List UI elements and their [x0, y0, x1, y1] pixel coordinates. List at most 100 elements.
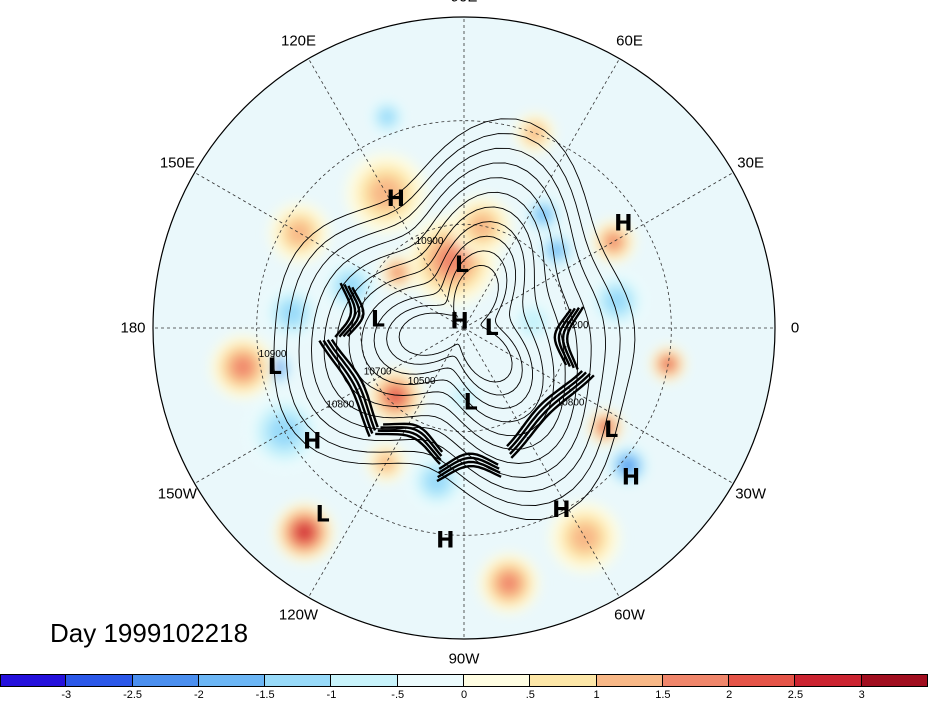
jet-contour — [437, 460, 501, 479]
colorbar-label: -2.5 — [123, 689, 143, 701]
meridian-line — [194, 327, 465, 484]
jet-contour — [342, 285, 361, 338]
anomaly-blob — [232, 356, 254, 378]
longitude-label: 180 — [120, 319, 146, 337]
height-contour — [361, 221, 544, 423]
low-pressure-label: L — [464, 391, 478, 416]
height-contour — [285, 133, 621, 506]
contour-label: 10800 — [557, 398, 585, 409]
longitude-label: 60W — [614, 606, 645, 624]
longitude-label: 60E — [616, 32, 643, 50]
colorbar-box — [66, 674, 133, 687]
anomaly-blob — [286, 220, 313, 246]
colorbar-label: 1 — [593, 689, 600, 701]
height-contours — [273, 118, 636, 520]
longitude-label: 150W — [157, 485, 197, 502]
longitude-label: 0 — [790, 319, 800, 337]
jet-contour — [330, 338, 379, 428]
colorbar-box — [530, 674, 597, 687]
meridian-line — [308, 327, 465, 598]
height-contour — [323, 177, 578, 464]
latitude-circle — [256, 120, 672, 536]
height-contour — [311, 162, 592, 478]
jet-contour — [346, 286, 365, 337]
anomaly-blob — [391, 266, 404, 279]
contour-label: 10800 — [326, 399, 354, 410]
low-pressure-label: L — [268, 355, 282, 380]
colorbar-label: .5 — [525, 689, 535, 701]
anomaly-blob — [499, 573, 520, 594]
colorbar-frame — [0, 674, 928, 687]
low-pressure-label: L — [604, 418, 618, 443]
longitude-label: 30E — [737, 154, 764, 171]
longitude-label: 90E — [451, 0, 478, 6]
anomaly-blob — [517, 306, 548, 337]
jet-contour — [506, 370, 584, 448]
meridian-line — [463, 327, 734, 484]
longitude-label: 120W — [278, 606, 319, 624]
colorbar: -3 -2.5 -2 -1.5 -1 -.5 0 .5 1 1.5 2 2.5 3 — [0, 674, 928, 702]
colorbar-label: -1 — [326, 689, 337, 701]
high-pressure-label: H — [614, 211, 632, 236]
jet-contour — [510, 374, 595, 459]
anomaly-blob — [436, 244, 467, 275]
anomaly-blob — [387, 388, 404, 405]
contour-label: 10200 — [561, 320, 589, 331]
contour-label: 10700 — [364, 367, 392, 378]
longitude-label: 120E — [280, 32, 317, 50]
height-contour — [373, 235, 533, 409]
colorbar-box — [0, 674, 67, 687]
meridian-line — [308, 58, 465, 329]
anomaly-blob — [377, 454, 395, 472]
jet-contour — [565, 306, 585, 370]
jet-contour — [318, 339, 371, 438]
map-outline — [152, 16, 776, 640]
colorbar-box — [596, 674, 663, 687]
meridian-line — [463, 58, 620, 329]
colorbar-label: -.5 — [391, 689, 405, 701]
colorbar-label: 2 — [726, 689, 733, 701]
low-pressure-label: L — [485, 316, 499, 341]
height-contour — [398, 264, 513, 383]
colorbar-label: 0 — [460, 689, 468, 701]
jet-contour — [377, 429, 442, 461]
colorbar-box — [397, 674, 464, 687]
jet-contour — [437, 456, 500, 475]
low-pressure-label: L — [371, 307, 385, 332]
day-label: Day 1999102218 — [50, 618, 249, 648]
high-pressure-label: H — [450, 310, 468, 335]
low-pressure-label: L — [455, 253, 469, 278]
colorbar-box — [132, 674, 199, 687]
colorbar-label: 3 — [858, 689, 865, 701]
anomaly-blob — [606, 234, 621, 249]
anomaly-blob — [600, 422, 611, 433]
colorbar-label: 1.5 — [655, 689, 671, 701]
jet-contour — [553, 308, 572, 366]
anomaly-blob — [369, 176, 404, 211]
contour-label: 10900 — [259, 349, 287, 360]
anomaly-blob — [297, 525, 312, 540]
colorbar-box — [795, 674, 862, 687]
jet-contour — [509, 373, 591, 455]
height-contour — [273, 118, 636, 520]
jet-contour — [507, 371, 587, 451]
high-pressure-label: H — [387, 187, 405, 212]
jet-contour — [380, 426, 443, 457]
colorbar-label: -3 — [61, 689, 72, 701]
height-contour — [298, 147, 606, 492]
high-pressure-label: H — [552, 498, 570, 523]
jet-stream-contours — [318, 282, 595, 483]
high-pressure-label: H — [622, 465, 640, 490]
jet-contour — [375, 432, 441, 465]
anomaly-blob — [378, 108, 396, 126]
height-contour — [386, 250, 523, 396]
colorbar-box — [265, 674, 332, 687]
jet-contour — [326, 339, 377, 431]
jet-contour — [338, 283, 357, 338]
colorbar-box — [198, 674, 266, 687]
high-pressure-label: H — [436, 528, 454, 553]
colorbar-label: 2.5 — [787, 689, 804, 701]
meridian-line — [194, 172, 465, 329]
